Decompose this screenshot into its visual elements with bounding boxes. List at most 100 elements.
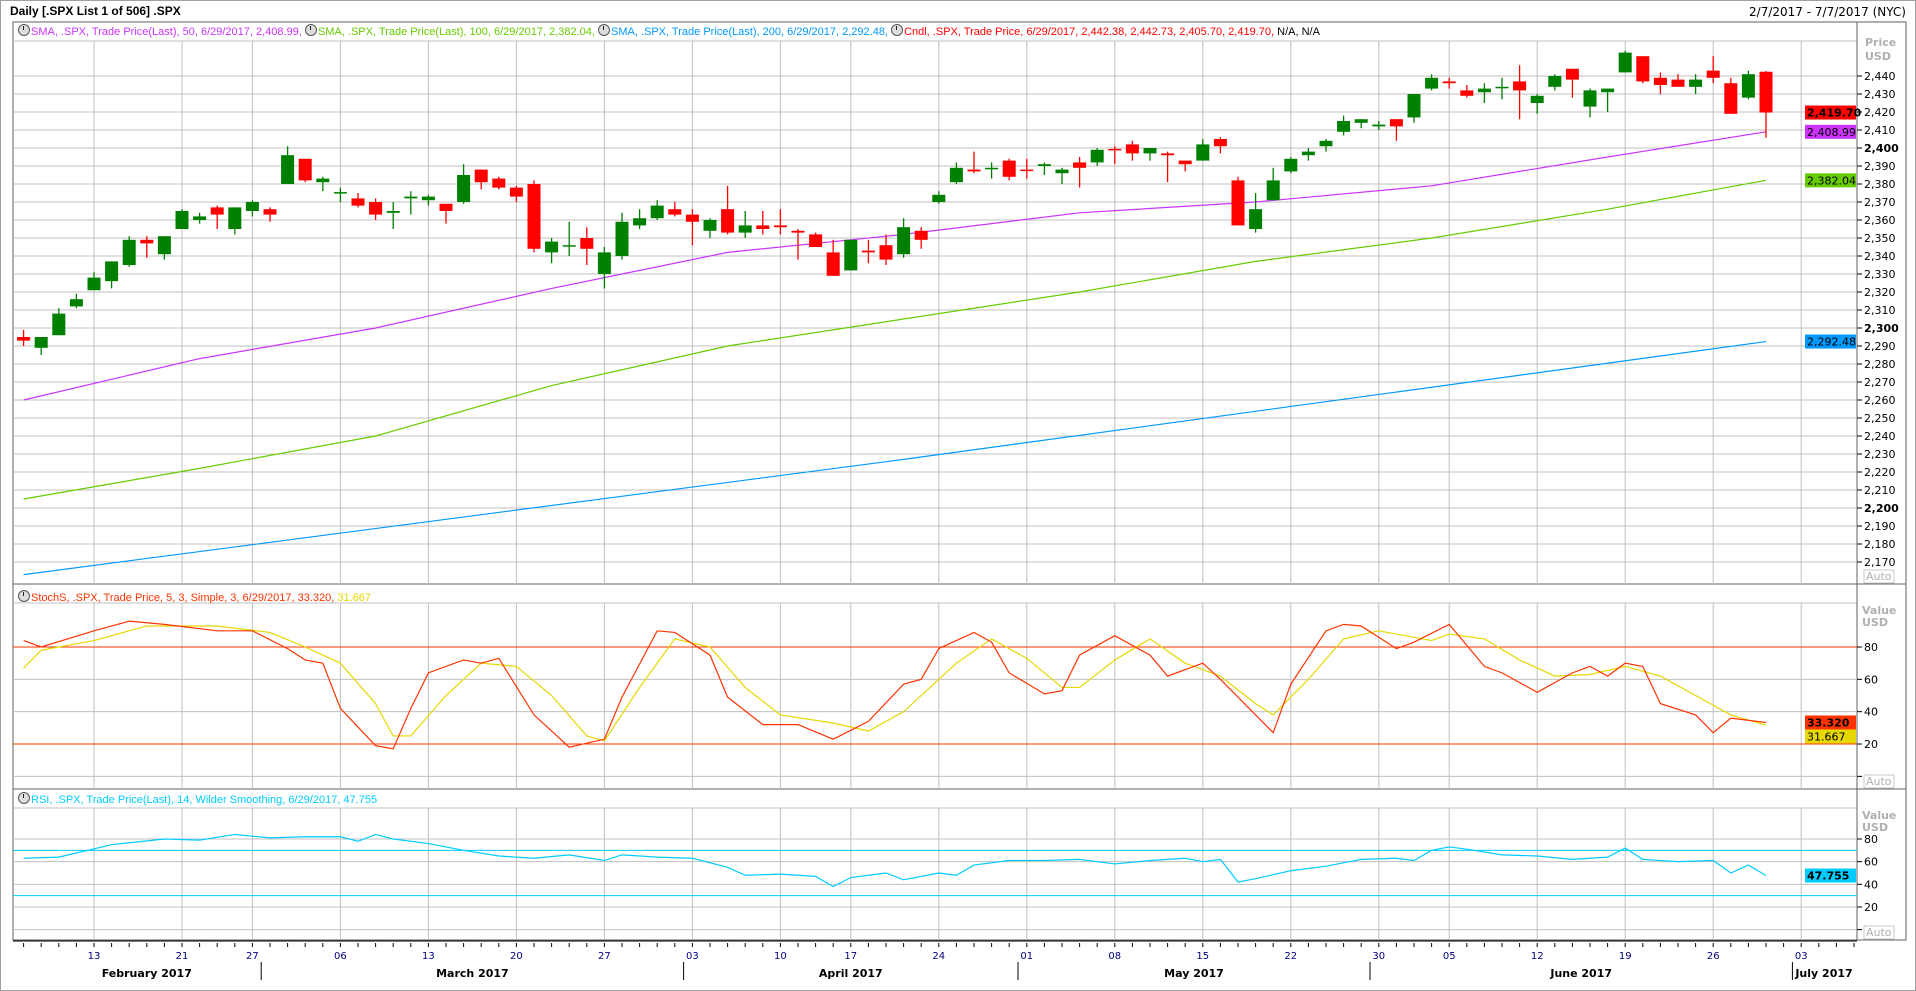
candle-body[interactable]	[351, 198, 365, 206]
candle-body[interactable]	[1706, 70, 1720, 78]
clock-icon[interactable]	[18, 590, 30, 602]
candle-body[interactable]	[1196, 144, 1210, 161]
candle-body[interactable]	[580, 238, 594, 249]
candle-body[interactable]	[633, 218, 647, 226]
clock-icon[interactable]	[891, 24, 904, 36]
candle-body[interactable]	[1618, 52, 1632, 73]
candle-body[interactable]	[386, 211, 400, 213]
candle-body[interactable]	[773, 225, 787, 228]
candle-body[interactable]	[298, 158, 312, 181]
candle-body[interactable]	[791, 230, 805, 233]
candle-body[interactable]	[492, 178, 506, 188]
clock-icon[interactable]	[18, 24, 30, 36]
candle-body[interactable]	[932, 194, 946, 202]
candle-body[interactable]	[1213, 139, 1227, 147]
candle-body[interactable]	[1037, 164, 1051, 166]
candle-body[interactable]	[1495, 86, 1509, 89]
candle-body[interactable]	[1653, 77, 1667, 85]
auto-scale-button[interactable]	[1863, 774, 1895, 789]
candle-body[interactable]	[738, 225, 752, 233]
candle-body[interactable]	[756, 225, 770, 229]
candle-body[interactable]	[1161, 153, 1175, 156]
candle-body[interactable]	[985, 167, 999, 170]
candle-body[interactable]	[1460, 90, 1474, 96]
candle-body[interactable]	[1407, 94, 1421, 118]
candle-body[interactable]	[861, 250, 875, 253]
candle-body[interactable]	[826, 252, 840, 276]
candle-body[interactable]	[1565, 68, 1579, 80]
candle-body[interactable]	[1530, 95, 1544, 103]
candle-body[interactable]	[1249, 209, 1263, 229]
candle-body[interactable]	[369, 202, 383, 215]
candle-body[interactable]	[721, 209, 735, 233]
candle-body[interactable]	[809, 234, 823, 247]
candle-body[interactable]	[1108, 148, 1122, 151]
auto-scale-button[interactable]	[1863, 569, 1895, 584]
legend-rsi[interactable]: RSI, .SPX, Trade Price(Last), 14, Wilder…	[31, 794, 378, 806]
candle-body[interactable]	[421, 196, 435, 201]
candle-body[interactable]	[897, 227, 911, 255]
candle-body[interactable]	[210, 207, 224, 215]
candle-body[interactable]	[1055, 169, 1069, 174]
legend-sma50[interactable]: SMA, .SPX, Trade Price(Last), 50, 6/29/2…	[31, 26, 302, 38]
candle-body[interactable]	[562, 245, 576, 247]
candle-body[interactable]	[1090, 149, 1104, 163]
candle-body[interactable]	[703, 220, 717, 231]
candle-body[interactable]	[879, 245, 893, 260]
candle-body[interactable]	[69, 299, 83, 307]
candle-body[interactable]	[1372, 124, 1386, 127]
candle-body[interactable]	[1689, 79, 1703, 87]
clock-icon[interactable]	[18, 792, 30, 804]
candle-body[interactable]	[1143, 148, 1157, 154]
candle-body[interactable]	[281, 155, 295, 184]
auto-scale-button[interactable]	[1863, 925, 1895, 940]
candle-body[interactable]	[685, 214, 699, 222]
candle-body[interactable]	[175, 211, 189, 229]
candle-body[interactable]	[527, 184, 541, 249]
candle-body[interactable]	[404, 196, 418, 199]
legend-candle[interactable]: Cndl, .SPX, Trade Price, 6/29/2017, 2,44…	[904, 26, 1275, 38]
legend-sma100[interactable]: SMA, .SPX, Trade Price(Last), 100, 6/29/…	[317, 26, 595, 38]
candle-body[interactable]	[439, 203, 453, 211]
candle-body[interactable]	[1389, 119, 1403, 127]
candle-body[interactable]	[122, 239, 136, 265]
candle-body[interactable]	[509, 187, 523, 197]
candle-body[interactable]	[1178, 160, 1192, 165]
candle-body[interactable]	[1125, 144, 1139, 154]
candle-body[interactable]	[967, 169, 981, 172]
candle-body[interactable]	[263, 209, 277, 215]
candle-body[interactable]	[316, 178, 330, 183]
candle-body[interactable]	[1671, 79, 1685, 87]
candle-body[interactable]	[105, 261, 119, 282]
candle-body[interactable]	[1477, 88, 1491, 93]
candle-body[interactable]	[650, 205, 664, 219]
candle-body[interactable]	[1759, 71, 1773, 113]
candle-body[interactable]	[245, 202, 259, 211]
candle-body[interactable]	[1002, 160, 1016, 177]
candle-body[interactable]	[1442, 81, 1456, 84]
candle-body[interactable]	[1548, 76, 1562, 87]
candle-body[interactable]	[1231, 180, 1245, 226]
candle-body[interactable]	[474, 169, 488, 183]
candle-body[interactable]	[140, 239, 154, 244]
candle-body[interactable]	[1583, 90, 1597, 107]
candle-body[interactable]	[844, 239, 858, 271]
candle-body[interactable]	[52, 313, 66, 336]
clock-icon[interactable]	[598, 24, 610, 36]
candle-body[interactable]	[668, 209, 682, 215]
candle-body[interactable]	[1513, 81, 1527, 91]
candle-body[interactable]	[457, 175, 471, 202]
candle-body[interactable]	[1301, 151, 1315, 156]
candle-body[interactable]	[1266, 180, 1280, 201]
candle-body[interactable]	[545, 241, 559, 253]
candle-body[interactable]	[1636, 56, 1650, 82]
candle-body[interactable]	[615, 221, 629, 256]
candle-body[interactable]	[333, 192, 347, 194]
candle-body[interactable]	[1601, 88, 1615, 93]
candle-body[interactable]	[1284, 158, 1298, 172]
candle-body[interactable]	[34, 337, 48, 348]
candle-body[interactable]	[1319, 140, 1333, 147]
clock-icon[interactable]	[304, 24, 317, 36]
candle-body[interactable]	[1425, 77, 1439, 89]
